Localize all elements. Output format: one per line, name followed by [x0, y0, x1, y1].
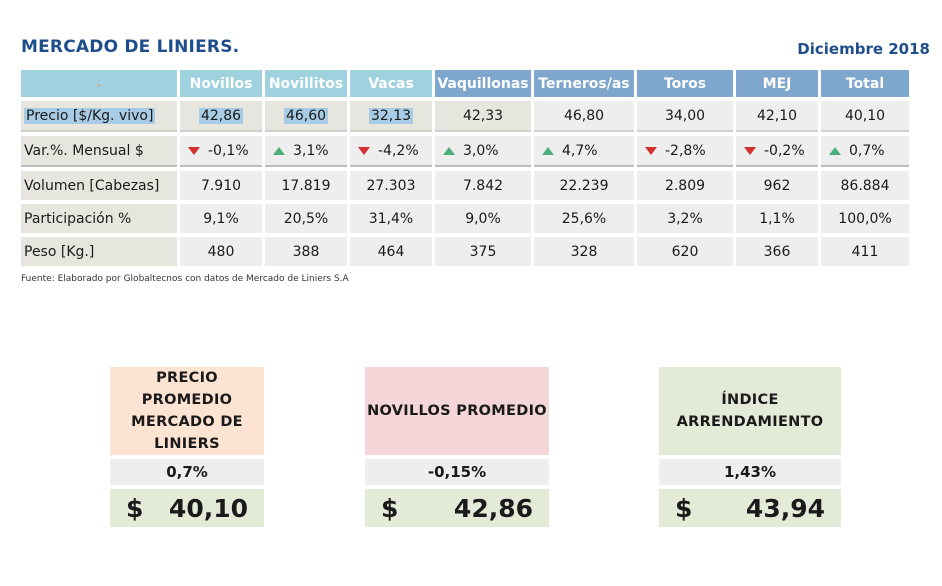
table-row-precio: Precio [$/Kg. vivo] 42,86 46,60 32,13 42… — [21, 101, 909, 132]
table-cell[interactable]: 100,0% — [821, 204, 909, 233]
table-cell[interactable]: -4,2% — [350, 136, 432, 167]
row-label[interactable]: Var.%. Mensual $ — [21, 136, 177, 167]
table-row-peso: Peso [Kg.] 480 388 464 375 328 620 366 4… — [21, 237, 909, 266]
table-cell[interactable]: 388 — [265, 237, 347, 266]
table-cell[interactable]: 9,1% — [180, 204, 262, 233]
table-cell[interactable]: 86.884 — [821, 171, 909, 200]
table-cell[interactable]: 962 — [736, 171, 818, 200]
table-row-participacion: Participación % 9,1% 20,5% 31,4% 9,0% 25… — [21, 204, 909, 233]
card-precio-promedio: PRECIO PROMEDIO MERCADO DE LINIERS 0,7% … — [110, 367, 264, 527]
table-cell[interactable]: -0,1% — [180, 136, 262, 167]
card-value: 43,94 — [745, 493, 825, 523]
trend-down-icon — [358, 146, 370, 155]
table-cell[interactable]: 1,1% — [736, 204, 818, 233]
card-value: 42,86 — [453, 493, 533, 523]
currency-symbol: $ — [675, 493, 693, 523]
card-percent: 1,43% — [659, 459, 841, 485]
table-cell[interactable]: 40,10 — [821, 101, 909, 132]
card-percent: 0,7% — [110, 459, 264, 485]
card-title: ÍNDICE ARRENDAMIENTO — [659, 367, 841, 455]
card-value-box: $ 40,10 — [110, 489, 264, 527]
card-title: NOVILLOS PROMEDIO — [365, 367, 549, 455]
table-cell[interactable]: 0,7% — [821, 136, 909, 167]
table-cell[interactable]: 17.819 — [265, 171, 347, 200]
table-row-variacion: Var.%. Mensual $ -0,1% 3,1% -4,2% 3,0% 4… — [21, 136, 909, 167]
table-cell[interactable]: 34,00 — [637, 101, 733, 132]
trend-up-icon — [273, 146, 285, 155]
table-cell[interactable]: 25,6% — [534, 204, 634, 233]
table-cell[interactable]: -0,2% — [736, 136, 818, 167]
trend-down-icon — [744, 146, 756, 155]
trend-up-icon — [829, 146, 841, 155]
table-cell[interactable]: 32,13 — [350, 101, 432, 132]
table-row-volumen: Volumen [Cabezas] 7.910 17.819 27.303 7.… — [21, 171, 909, 200]
table-cell[interactable]: 464 — [350, 237, 432, 266]
table-cell[interactable]: 31,4% — [350, 204, 432, 233]
column-header[interactable]: Total — [821, 70, 909, 97]
trend-up-icon — [542, 146, 554, 155]
table-cell[interactable]: 3,0% — [435, 136, 531, 167]
report-date: Diciembre 2018 — [797, 40, 930, 58]
table-cell[interactable]: 480 — [180, 237, 262, 266]
table-corner-cell[interactable]: - — [21, 70, 177, 97]
table-cell[interactable]: 375 — [435, 237, 531, 266]
table-cell[interactable]: 42,33 — [435, 101, 531, 132]
table-cell[interactable]: 3,2% — [637, 204, 733, 233]
corner-mark: - — [96, 79, 102, 91]
table-cell[interactable]: 366 — [736, 237, 818, 266]
card-title: PRECIO PROMEDIO MERCADO DE LINIERS — [110, 367, 264, 455]
report-title: MERCADO DE LINIERS. — [21, 37, 240, 57]
table-cell[interactable]: 4,7% — [534, 136, 634, 167]
table-cell[interactable]: 3,1% — [265, 136, 347, 167]
table-cell[interactable]: 2.809 — [637, 171, 733, 200]
trend-down-icon — [645, 146, 657, 155]
table-cell[interactable]: -2,8% — [637, 136, 733, 167]
table-cell[interactable]: 42,86 — [180, 101, 262, 132]
table-cell[interactable]: 42,10 — [736, 101, 818, 132]
card-novillos-promedio: NOVILLOS PROMEDIO -0,15% $ 42,86 — [365, 367, 549, 527]
card-indice-arrendamiento: ÍNDICE ARRENDAMIENTO 1,43% $ 43,94 — [659, 367, 841, 527]
column-header[interactable]: Toros — [637, 70, 733, 97]
table-cell[interactable]: 46,80 — [534, 101, 634, 132]
column-header[interactable]: Vacas — [350, 70, 432, 97]
column-header[interactable]: MEJ — [736, 70, 818, 97]
row-label[interactable]: Peso [Kg.] — [21, 237, 177, 266]
source-note: Fuente: Elaborado por Globaltecnos con d… — [21, 274, 349, 284]
table-cell[interactable]: 27.303 — [350, 171, 432, 200]
currency-symbol: $ — [126, 493, 144, 523]
table-cell[interactable]: 620 — [637, 237, 733, 266]
table-cell[interactable]: 22.239 — [534, 171, 634, 200]
table-header-row: - Novillos Novillitos Vacas Vaquillonas … — [21, 70, 909, 97]
column-header[interactable]: Novillitos — [265, 70, 347, 97]
column-header[interactable]: Terneros/as — [534, 70, 634, 97]
trend-down-icon — [188, 146, 200, 155]
trend-up-icon — [443, 146, 455, 155]
market-table: - Novillos Novillitos Vacas Vaquillonas … — [18, 66, 912, 270]
column-header[interactable]: Novillos — [180, 70, 262, 97]
table-cell[interactable]: 328 — [534, 237, 634, 266]
table-cell[interactable]: 9,0% — [435, 204, 531, 233]
card-percent: -0,15% — [365, 459, 549, 485]
column-header[interactable]: Vaquillonas — [435, 70, 531, 97]
table-cell[interactable]: 7.910 — [180, 171, 262, 200]
table-cell[interactable]: 46,60 — [265, 101, 347, 132]
table-cell[interactable]: 411 — [821, 237, 909, 266]
card-value-box: $ 42,86 — [365, 489, 549, 527]
table-cell[interactable]: 7.842 — [435, 171, 531, 200]
table-cell[interactable]: 20,5% — [265, 204, 347, 233]
row-label[interactable]: Precio [$/Kg. vivo] — [21, 101, 177, 132]
card-value: 40,10 — [168, 493, 248, 523]
currency-symbol: $ — [381, 493, 399, 523]
row-label[interactable]: Participación % — [21, 204, 177, 233]
card-value-box: $ 43,94 — [659, 489, 841, 527]
row-label[interactable]: Volumen [Cabezas] — [21, 171, 177, 200]
